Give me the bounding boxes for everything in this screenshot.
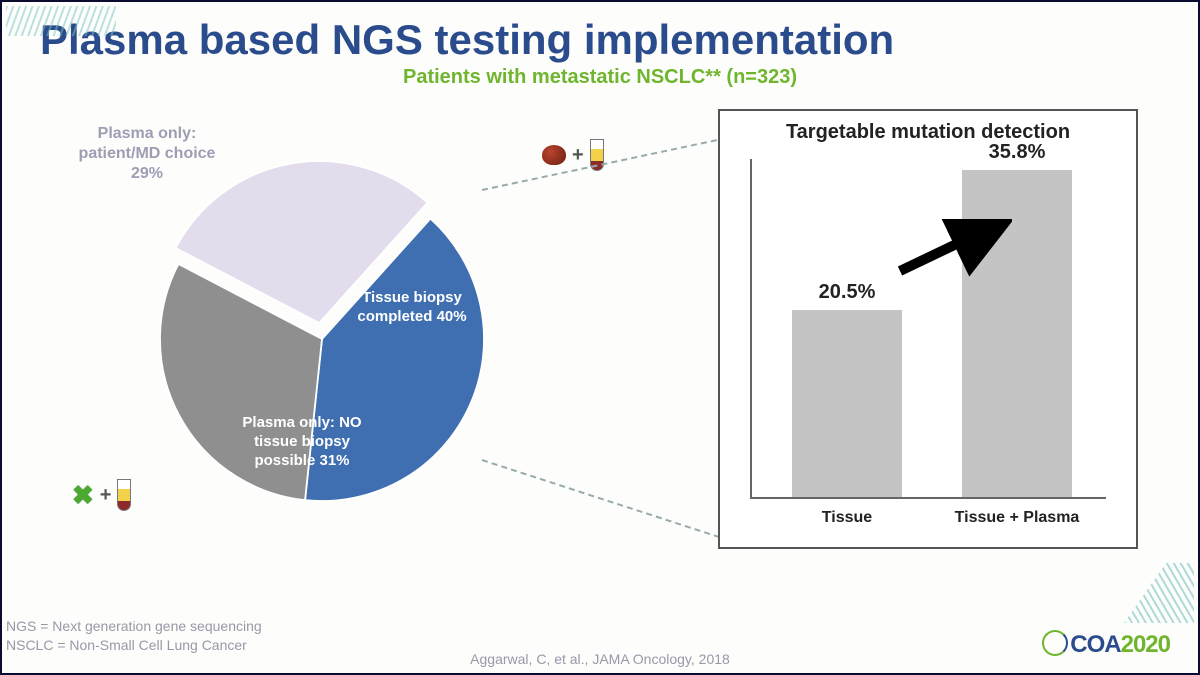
conference-logo: COA2020: [1042, 630, 1170, 659]
logo-text: COA: [1070, 631, 1120, 658]
bar-value-tissue: 20.5%: [792, 281, 902, 304]
bar-chart-area: 20.5% 35.8% Tissue Tissue + Plasma: [750, 159, 1106, 499]
bar-tissue: [792, 310, 902, 497]
footnotes: NGS = Next generation gene sequencing NS…: [6, 617, 262, 655]
x-icon: ✖: [72, 480, 94, 511]
plus-icon: +: [100, 484, 112, 507]
citation: Aggarwal, C, et al., JAMA Oncology, 2018: [2, 651, 1198, 667]
corner-decor-top: [6, 6, 116, 36]
tube-icon: [117, 479, 131, 511]
organ-icon: [542, 145, 566, 165]
callout-line-bottom: [482, 459, 730, 541]
slide-subtitle: Patients with metastatic NSCLC** (n=323): [2, 66, 1198, 89]
bar-value-tissue-plasma: 35.8%: [962, 141, 1072, 164]
plus-icon: +: [572, 144, 584, 167]
pie-label-tissue-completed: Tissue biopsy completed 40%: [342, 289, 482, 327]
content-area: Plasma only: patient/MD choice 29% + ✖ +…: [2, 89, 1198, 619]
slide-title: Plasma based NGS testing implementation: [2, 2, 1198, 64]
icon-no-tissue-plasma: ✖ +: [72, 479, 131, 511]
logo-year: 2020: [1121, 631, 1170, 658]
trend-arrow-icon: [892, 219, 1012, 279]
bar-chart-title: Targetable mutation detection: [720, 121, 1136, 144]
pie-chart: Tissue biopsy completed 40% Plasma only:…: [142, 159, 502, 519]
bar-xlabel-tissue-plasma: Tissue + Plasma: [947, 509, 1087, 527]
bar-xlabel-tissue: Tissue: [777, 509, 917, 527]
pie-label-plasma-no-tissue: Plasma only: NO tissue biopsy possible 3…: [232, 414, 372, 470]
bar-chart-panel: Targetable mutation detection 20.5% 35.8…: [718, 109, 1138, 549]
logo-ring-icon: [1042, 630, 1068, 656]
footnote-ngs: NGS = Next generation gene sequencing: [6, 617, 262, 636]
